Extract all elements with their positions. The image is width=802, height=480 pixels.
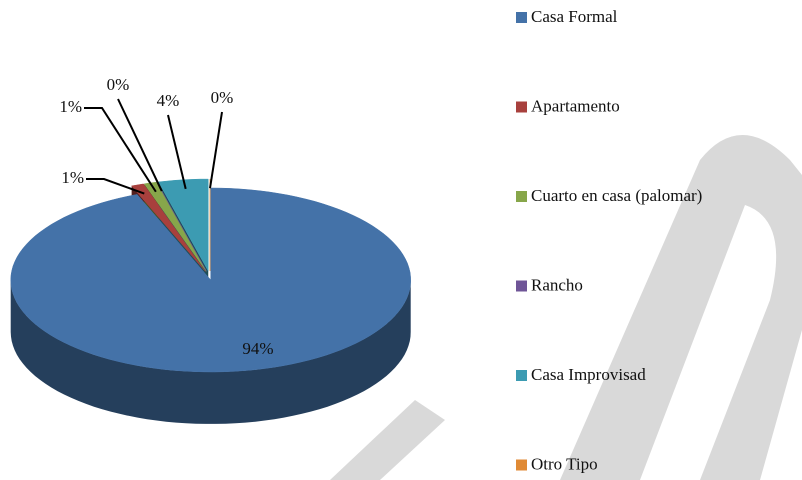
leader-line — [86, 178, 145, 195]
legend-label: Otro Tipo — [531, 454, 598, 473]
data-label: 94% — [242, 339, 273, 358]
legend-label: Apartamento — [531, 96, 620, 115]
data-label: 4% — [157, 91, 180, 110]
legend: Casa Formal Apartamento Cuarto en casa (pa… — [516, 7, 702, 473]
slice-side — [10, 280, 411, 424]
legend-swatch — [516, 459, 527, 471]
watermark — [330, 135, 802, 480]
legend-swatch — [516, 370, 527, 381]
legend-swatch — [516, 12, 527, 23]
leader-line — [209, 111, 223, 189]
slice — [10, 187, 411, 373]
legend-swatch — [516, 191, 527, 202]
pie: 94% 1% 1% 0% 4% 0% — [10, 75, 411, 424]
leader-line — [167, 114, 187, 190]
slice — [131, 183, 206, 272]
leader-line — [84, 107, 157, 193]
legend-label: Rancho — [531, 275, 583, 294]
legend-swatch — [516, 101, 527, 113]
leader-line — [117, 98, 163, 192]
legend-swatch — [516, 280, 527, 292]
data-label: 0% — [107, 75, 130, 94]
data-label: 1% — [59, 97, 82, 116]
legend-label: Casa Improvisad — [531, 365, 646, 384]
data-label: 1% — [61, 168, 84, 187]
legend-label: Cuarto en casa (palomar) — [531, 186, 702, 205]
legend-label: Casa Formal — [531, 7, 618, 26]
data-label: 0% — [211, 88, 234, 107]
